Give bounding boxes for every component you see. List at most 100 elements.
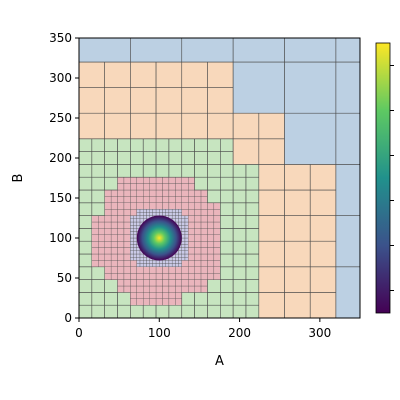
mesh-cell-level-3 [117, 189, 125, 197]
mesh-cell-level-3 [143, 196, 150, 203]
mesh-cell-level-2 [207, 304, 221, 318]
mesh-cell-level-2 [232, 228, 247, 242]
mesh-cell-level-4 [178, 212, 182, 216]
mesh-cell-level-4 [130, 225, 134, 229]
mesh-cell-level-2 [220, 215, 234, 229]
mesh-cell-level-3 [117, 221, 125, 229]
mesh-cell-level-3 [143, 202, 150, 210]
mesh-cell-level-3 [188, 196, 195, 203]
mesh-cell-level-4 [181, 231, 186, 235]
mesh-cell-level-3 [194, 221, 202, 229]
mesh-cell-coarse [335, 266, 360, 318]
mesh-cell-level-3 [194, 279, 202, 287]
mesh-cell-level-3 [155, 183, 163, 191]
mesh-cell-level-4 [184, 244, 189, 248]
mesh-cell-level-1 [232, 112, 260, 140]
mesh-cell-level-3 [194, 253, 202, 261]
mesh-cell-level-2 [207, 138, 221, 152]
mesh-cell-level-2 [245, 240, 260, 255]
mesh-cell-level-3 [149, 298, 157, 306]
mesh-cell-level-3 [155, 177, 163, 184]
mesh-cell-level-3 [91, 228, 99, 235]
mesh-cell-level-2 [232, 253, 247, 268]
mesh-cell-level-3 [149, 273, 157, 280]
mesh-cell-level-4 [139, 257, 144, 261]
mesh-cell-level-2 [168, 138, 183, 152]
mesh-cell-level-2 [91, 164, 105, 178]
mesh-cell-level-2 [117, 138, 131, 152]
mesh-cell-level-3 [162, 292, 170, 299]
mesh-cell-level-4 [152, 209, 157, 213]
mesh-cell-level-2 [181, 164, 195, 178]
mesh-cell-level-3 [200, 234, 208, 242]
mesh-cell-level-4 [146, 212, 150, 216]
mesh-cell-level-4 [146, 263, 150, 267]
mesh-cell-level-3 [123, 177, 131, 184]
mesh-cell-level-3 [162, 285, 170, 293]
mesh-cell-level-4 [155, 260, 160, 264]
mesh-cell-level-4 [155, 209, 160, 213]
mesh-cell-level-3 [98, 215, 105, 223]
mesh-cell-level-3 [110, 247, 118, 255]
mesh-cell-level-4 [184, 221, 189, 226]
mesh-cell-level-2 [220, 176, 234, 191]
mesh-cell-level-3 [181, 273, 189, 280]
mesh-cell-level-3 [181, 189, 189, 197]
y-tick-label: 150 [49, 191, 72, 205]
mesh-cell-level-3 [117, 266, 125, 274]
mesh-cell-level-4 [184, 250, 189, 255]
mesh-cell-level-4 [143, 257, 147, 261]
mesh-cell-level-3 [136, 292, 144, 299]
mesh-cell-level-3 [143, 279, 150, 287]
mesh-cell-level-4 [175, 257, 179, 261]
mesh-cell-level-3 [181, 285, 189, 293]
mesh-cell-level-4 [136, 221, 141, 226]
mesh-cell-coarse [335, 164, 360, 216]
mesh-cell-level-2 [79, 215, 93, 229]
mesh-cell-level-1 [309, 266, 337, 293]
mesh-cell-level-3 [188, 234, 195, 242]
mesh-cell-level-4 [133, 221, 137, 226]
mesh-cell-level-4 [133, 244, 137, 248]
mesh-cell-level-4 [133, 247, 137, 251]
mesh-cell-level-4 [136, 263, 141, 267]
mesh-cell-level-4 [181, 221, 186, 226]
mesh-cell-level-2 [155, 151, 170, 165]
mesh-cell-level-4 [184, 247, 189, 251]
mesh-cell-level-3 [136, 189, 144, 197]
mesh-cell-level-4 [165, 209, 170, 213]
mesh-cell-level-2 [130, 164, 144, 178]
mesh-cell-level-3 [104, 234, 112, 242]
mesh-cell-level-4 [130, 247, 134, 251]
mesh-cell-level-3 [130, 266, 137, 274]
mesh-cell-level-2 [142, 164, 157, 178]
mesh-cell-level-2 [79, 240, 93, 255]
mesh-cell-level-3 [117, 196, 125, 203]
mesh-cell-level-3 [110, 196, 118, 203]
mesh-cell-level-3 [110, 189, 118, 197]
mesh-cell-level-2 [104, 304, 118, 318]
x-axis-label: A [215, 354, 224, 369]
mesh-cell-level-3 [143, 177, 150, 184]
mesh-cell-level-2 [207, 189, 221, 204]
mesh-cell-level-4 [171, 209, 176, 213]
mesh-cell-level-1 [181, 112, 208, 140]
mesh-cell-level-4 [133, 231, 137, 235]
mesh-cell-level-2 [168, 304, 183, 318]
mesh-cell-level-3 [207, 209, 215, 216]
mesh-cell-level-3 [123, 183, 131, 191]
mesh-cell-level-4 [146, 260, 150, 264]
mesh-cell-level-2 [91, 292, 105, 306]
mesh-cell-level-3 [117, 209, 125, 216]
mesh-cell-level-2 [245, 189, 260, 204]
mesh-cell-level-3 [130, 202, 137, 210]
mesh-cell-level-3 [143, 266, 150, 274]
mesh-cell-level-3 [194, 273, 202, 280]
mesh-cell-level-1 [258, 240, 285, 268]
mesh-cell-level-3 [168, 292, 176, 299]
mesh-cell-level-4 [184, 241, 189, 245]
mesh-cell-level-3 [136, 196, 144, 203]
mesh-cell-level-4 [152, 212, 157, 216]
mesh-cell-level-3 [168, 189, 176, 197]
mesh-cell-level-3 [200, 209, 208, 216]
